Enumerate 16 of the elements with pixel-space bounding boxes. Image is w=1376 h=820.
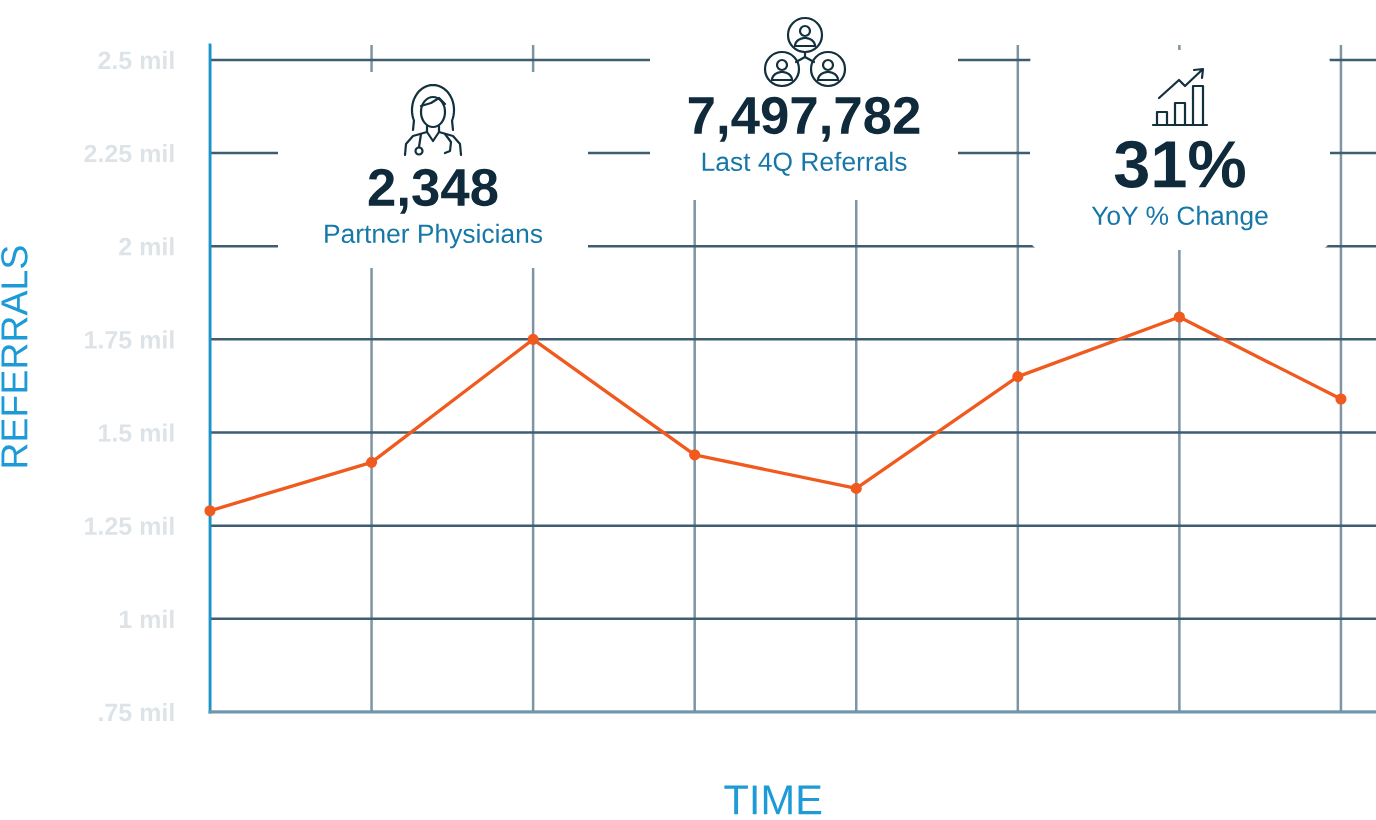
point <box>850 482 862 494</box>
point <box>1335 393 1347 405</box>
point <box>689 449 701 461</box>
text: YoY % Change <box>1091 205 1268 231</box>
point <box>527 333 539 345</box>
text: 31% <box>1114 140 1245 188</box>
text: Partner Physicians <box>325 223 543 249</box>
x-axis-title: TIME <box>724 785 822 815</box>
point <box>1012 371 1024 383</box>
text: Last 4Q Referrals <box>702 151 907 176</box>
y-axis-title: REFERRALS <box>1 246 28 467</box>
point <box>1173 311 1185 323</box>
text: 7,497,782 <box>688 96 920 142</box>
text: 2,348 <box>368 168 498 214</box>
point <box>366 456 378 468</box>
point <box>204 505 216 517</box>
